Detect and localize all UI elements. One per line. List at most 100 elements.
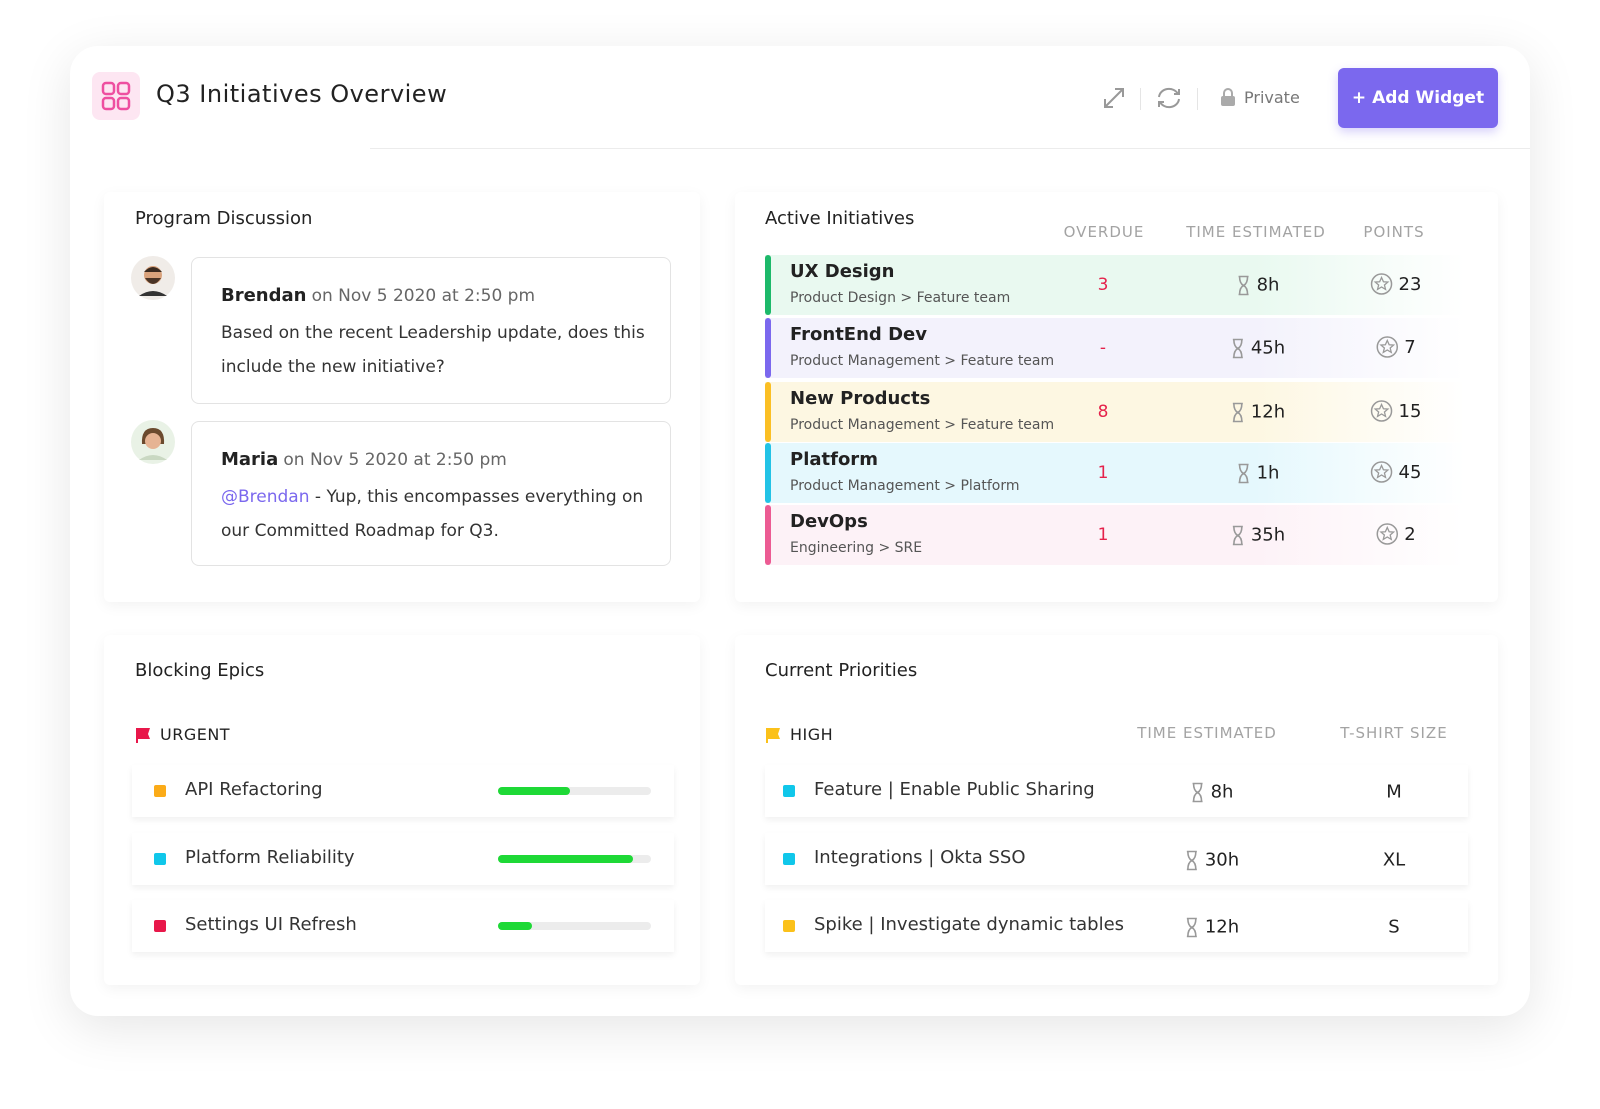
time-estimate: 8h bbox=[1191, 781, 1234, 803]
time-estimate: 8h bbox=[1237, 274, 1280, 296]
mention[interactable]: @Brendan bbox=[221, 487, 310, 507]
expand-button[interactable] bbox=[1102, 86, 1126, 110]
time-estimate: 45h bbox=[1231, 338, 1285, 359]
time-value: 35h bbox=[1250, 524, 1286, 546]
points-value: 45 bbox=[1398, 461, 1422, 483]
time-value: 45h bbox=[1250, 337, 1286, 359]
task-name: Feature | Enable Public Sharing bbox=[814, 779, 1095, 800]
dashboard-icon bbox=[92, 72, 140, 120]
private-toggle[interactable]: Private bbox=[1244, 88, 1300, 107]
hourglass-icon bbox=[1232, 525, 1243, 545]
flag-icon bbox=[766, 728, 780, 743]
panel-title: Program Discussion bbox=[135, 208, 313, 229]
initiative-path: Product Design > Feature team bbox=[790, 290, 1011, 306]
star-icon bbox=[1370, 461, 1393, 483]
star-icon bbox=[1376, 336, 1399, 358]
lock-icon bbox=[1221, 88, 1235, 106]
comment-header: Brendan on Nov 5 2020 at 2:50 pm bbox=[221, 285, 535, 306]
time-value: 12h bbox=[1204, 916, 1240, 938]
points: 15 bbox=[1370, 400, 1421, 422]
initiative-name: DevOps bbox=[790, 511, 868, 532]
hourglass-icon bbox=[1192, 782, 1203, 802]
tshirt-size: M bbox=[1386, 781, 1402, 803]
comment-timestamp: on Nov 5 2020 at 2:50 pm bbox=[311, 286, 536, 306]
progress-bar bbox=[498, 787, 570, 795]
initiative-row bbox=[765, 255, 1465, 315]
icon bbox=[101, 81, 131, 111]
divider bbox=[1140, 88, 1141, 110]
hourglass-icon bbox=[1238, 275, 1249, 295]
dashboard-title: Q3 Initiatives Overview bbox=[156, 80, 448, 108]
time-estimate: 12h bbox=[1231, 402, 1285, 423]
divider bbox=[1197, 88, 1198, 110]
initiative-path: Product Management > Feature team bbox=[790, 353, 1055, 369]
avatar bbox=[131, 420, 175, 464]
comment-author: Maria bbox=[221, 449, 279, 470]
overdue-count: 3 bbox=[1097, 275, 1109, 295]
status-square bbox=[783, 785, 795, 797]
comment-text: @Brendan - Yup, this encompasses everyth… bbox=[221, 480, 661, 548]
column-header: T-SHIRT SIZE bbox=[1340, 724, 1448, 742]
overdue-count: 8 bbox=[1097, 402, 1109, 422]
initiative-row bbox=[765, 382, 1465, 442]
column-header: TIME ESTIMATED bbox=[1186, 223, 1326, 241]
initiative-name: UX Design bbox=[790, 261, 895, 282]
epic-name: API Refactoring bbox=[185, 779, 323, 800]
points: 23 bbox=[1370, 273, 1422, 295]
initiative-name: FrontEnd Dev bbox=[790, 324, 927, 345]
column-header: TIME ESTIMATED bbox=[1137, 724, 1277, 742]
star-icon bbox=[1370, 273, 1393, 295]
time-value: 12h bbox=[1250, 401, 1286, 423]
comment-text: Based on the recent Leadership update, d… bbox=[221, 323, 645, 377]
priority-row bbox=[765, 833, 1468, 885]
tshirt-size: XL bbox=[1382, 849, 1406, 871]
status-square bbox=[154, 785, 166, 797]
initiative-row bbox=[765, 443, 1465, 503]
points-value: 7 bbox=[1404, 336, 1416, 358]
progress-track bbox=[498, 787, 651, 795]
refresh-button[interactable] bbox=[1155, 85, 1183, 111]
add-widget-button[interactable]: + Add Widget bbox=[1338, 68, 1498, 128]
status-square bbox=[783, 920, 795, 932]
priority-row bbox=[765, 900, 1468, 952]
row-color-bar bbox=[765, 255, 771, 315]
initiative-name: New Products bbox=[790, 388, 931, 409]
initiative-path: Engineering > SRE bbox=[790, 540, 923, 556]
priority-group: URGENT bbox=[160, 725, 231, 744]
star-icon bbox=[1376, 523, 1399, 545]
panel-title: Blocking Epics bbox=[135, 660, 265, 681]
status-square bbox=[783, 853, 795, 865]
points: 2 bbox=[1376, 523, 1416, 545]
panel-title: Active Initiatives bbox=[765, 208, 915, 229]
initiative-row bbox=[765, 318, 1465, 378]
row-color-bar bbox=[765, 382, 771, 442]
hourglass-icon bbox=[1186, 917, 1197, 937]
status-square bbox=[154, 853, 166, 865]
comment-author: Brendan bbox=[221, 285, 307, 306]
progress-bar bbox=[498, 855, 633, 863]
row-color-bar bbox=[765, 505, 771, 565]
time-value: 8h bbox=[1210, 781, 1234, 803]
progress-track bbox=[498, 855, 651, 863]
comment-body: - Yup, this encompasses everything on ou… bbox=[221, 487, 644, 541]
panel-title: Current Priorities bbox=[765, 660, 918, 681]
row-color-bar bbox=[765, 318, 771, 378]
avatar bbox=[131, 256, 175, 300]
points: 7 bbox=[1376, 336, 1416, 358]
epic-name: Platform Reliability bbox=[185, 847, 355, 868]
comment-header: Maria on Nov 5 2020 at 2:50 pm bbox=[221, 449, 507, 470]
priority-row bbox=[765, 765, 1468, 817]
star-icon bbox=[1370, 400, 1393, 422]
time-value: 8h bbox=[1256, 274, 1280, 296]
initiative-name: Platform bbox=[790, 449, 878, 470]
time-estimate: 12h bbox=[1185, 917, 1239, 938]
hourglass-icon bbox=[1238, 463, 1249, 483]
initiative-row bbox=[765, 505, 1465, 565]
overdue-count: 1 bbox=[1097, 463, 1109, 483]
header-divider bbox=[370, 148, 1530, 149]
priority-group: HIGH bbox=[790, 725, 834, 744]
points-value: 23 bbox=[1398, 273, 1422, 295]
column-header: POINTS bbox=[1363, 223, 1425, 241]
time-estimate: 1h bbox=[1237, 463, 1279, 484]
